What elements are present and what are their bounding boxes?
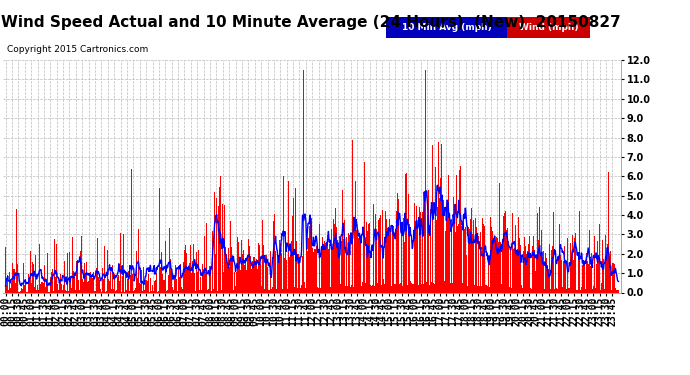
Text: 10 Min Avg (mph): 10 Min Avg (mph) xyxy=(402,22,492,32)
Text: Wind Speed Actual and 10 Minute Average (24 Hours)  (New)  20150827: Wind Speed Actual and 10 Minute Average … xyxy=(1,15,620,30)
Text: Wind (mph): Wind (mph) xyxy=(519,22,578,32)
Text: Copyright 2015 Cartronics.com: Copyright 2015 Cartronics.com xyxy=(7,45,148,54)
